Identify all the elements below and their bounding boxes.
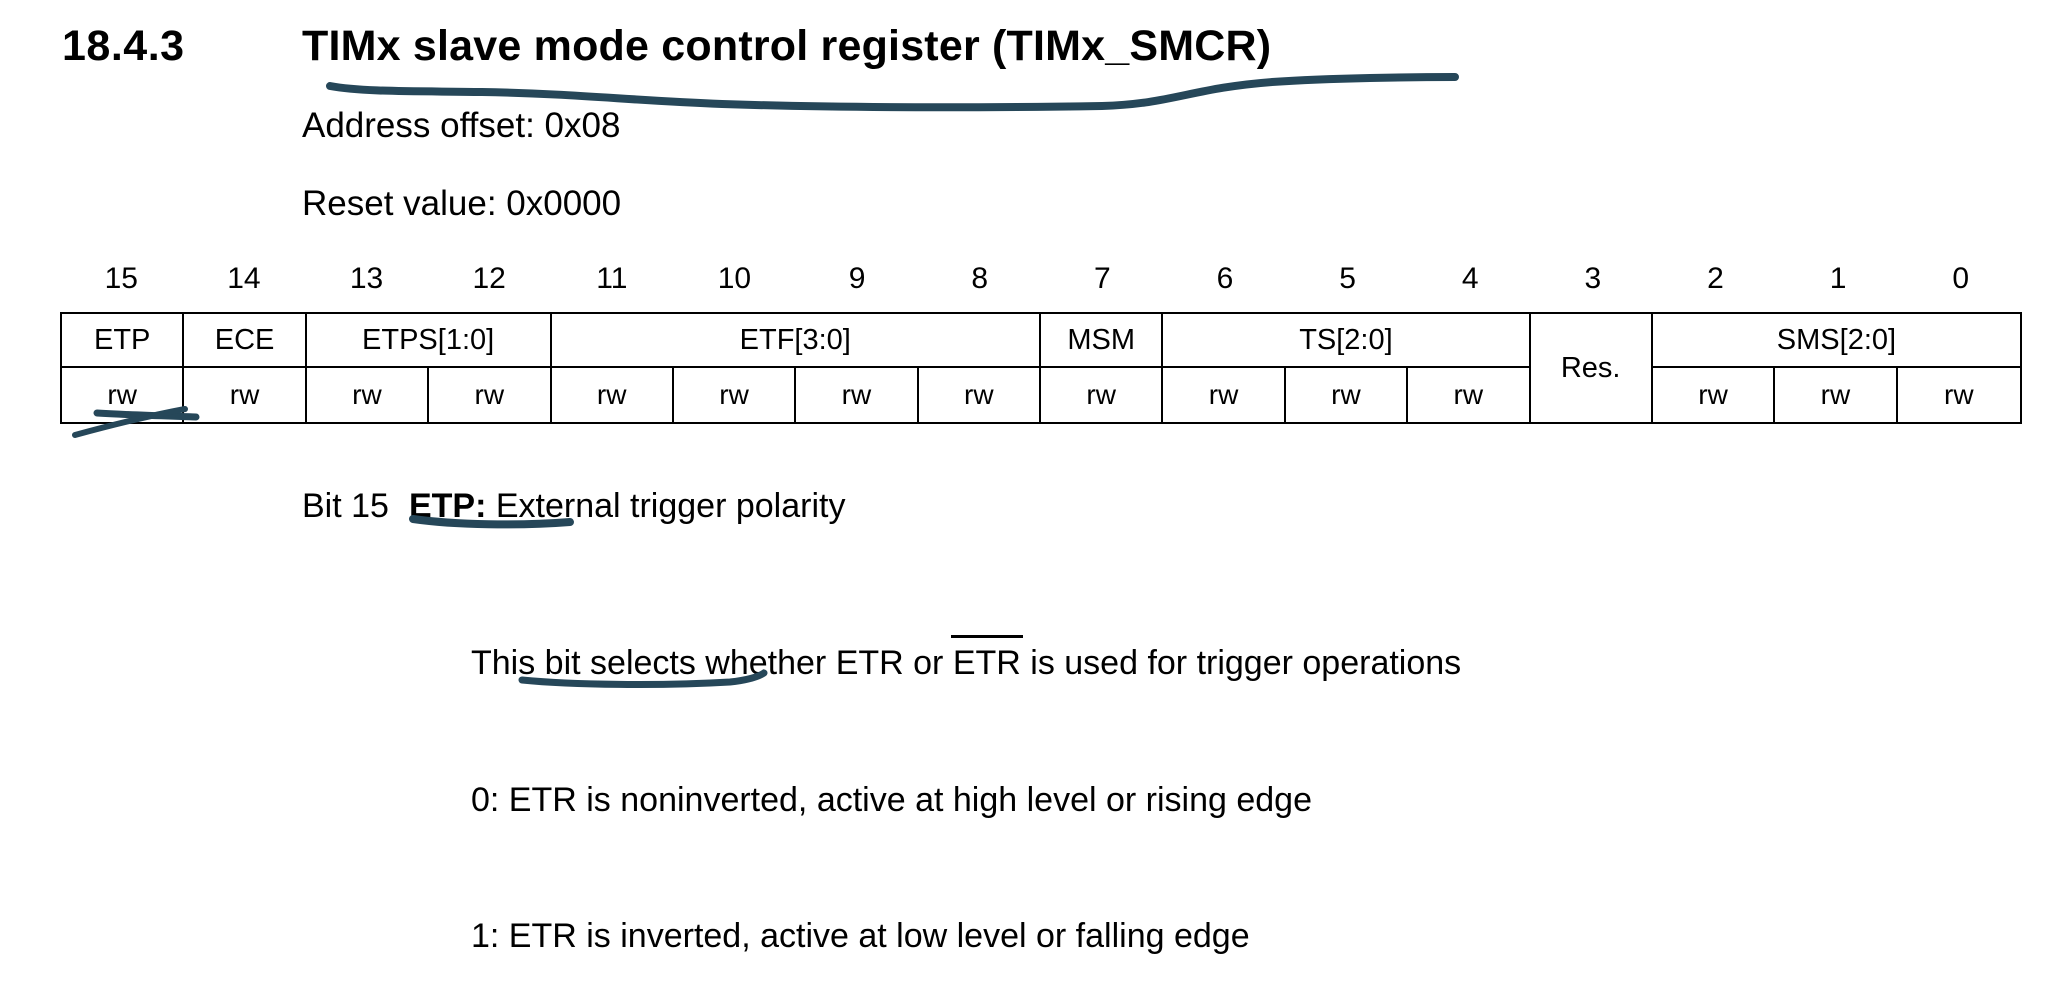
field-ts-2-0: TS[2:0]	[1163, 314, 1531, 368]
bit-label: Bit 15	[302, 487, 389, 525]
bit-number-10: 10	[717, 262, 752, 295]
access-cell-bit-13: rw	[307, 368, 430, 422]
access-cell-bit-15: rw	[62, 368, 185, 422]
page-title: TIMx slave mode control register (TIMx_S…	[302, 22, 1272, 70]
access-cell-bit-12: rw	[429, 368, 552, 422]
bit-number-8: 8	[971, 262, 989, 295]
bit-number-4: 4	[1461, 262, 1479, 295]
bit-field-title: External trigger polarity	[486, 487, 846, 525]
field-etps-1-0: ETPS[1:0]	[306, 314, 552, 368]
bit-number-3: 3	[1584, 262, 1602, 295]
access-cell-bit-8: rw	[919, 368, 1041, 422]
line1-post: is used for trigger operations	[1020, 644, 1462, 682]
bit-number-row: 15 14 13 12 11 10 9 8 7 6 5 4 3 2 1 0	[60, 262, 2022, 296]
field-etp: ETP	[62, 314, 185, 368]
access-cell-bit-10: rw	[674, 368, 797, 422]
bit-number-13: 13	[349, 262, 384, 295]
access-cell-bit-14: rw	[184, 368, 307, 422]
address-offset-line: Address offset: 0x08	[302, 106, 621, 145]
bit-number-5: 5	[1339, 262, 1356, 295]
line1-pre: This bit selects whether ETR or	[471, 644, 953, 682]
access-cell-bit-2: rw	[1653, 368, 1776, 422]
description-option-1: 1: ETR is inverted, active at low level …	[471, 917, 1250, 955]
etr-overlined: ETR	[950, 635, 1023, 687]
bit-field-name: ETP:	[408, 487, 487, 525]
field-msm: MSM	[1041, 314, 1164, 368]
section-number: 18.4.3	[62, 22, 185, 70]
access-cell-bit-11: rw	[552, 368, 674, 422]
access-cell-bit-6: rw	[1163, 368, 1286, 422]
access-cell-bit-9: rw	[796, 368, 919, 422]
bit-number-0: 0	[1952, 262, 1970, 295]
bit-number-7: 7	[1093, 262, 1111, 295]
field-etf-3-0: ETF[3:0]	[551, 314, 1041, 368]
bit15-description-body: This bit selects whether ETR or ETR is u…	[471, 550, 1461, 1005]
register-table: ETP rw ECE rw ETPS[1:0] rw rw ETF[3:0] rw rw rw rw M…	[60, 312, 2022, 424]
bit-number-14: 14	[227, 262, 261, 295]
bit-number-2: 2	[1707, 262, 1724, 295]
bit-number-15: 15	[104, 262, 138, 295]
bit15-description-heading: Bit 15 ETP: External trigger polarity	[302, 487, 845, 526]
bit-number-1: 1	[1829, 262, 1847, 295]
access-cell-bit-0: rw	[1944, 379, 1974, 410]
access-cell-bit-7: rw	[1041, 368, 1164, 422]
bit-number-9: 9	[848, 262, 866, 295]
description-line: This bit selects whether ETR or ETR is u…	[471, 635, 1462, 687]
description-option-0: 0: ETR is noninverted, active at high le…	[471, 780, 1313, 819]
field-res: Res.	[1531, 314, 1653, 422]
bit-number-11: 11	[596, 262, 628, 295]
access-cell-bit-1: rw	[1775, 368, 1898, 422]
field-ece: ECE	[184, 314, 307, 368]
field-sms-2-0: SMS[2:0]	[1652, 314, 2020, 368]
access-cell-bit-4: rw	[1408, 368, 1531, 422]
bit-number-12: 12	[472, 262, 506, 295]
reset-value-line: Reset value: 0x0000	[302, 184, 622, 223]
bit-number-6: 6	[1216, 262, 1234, 295]
access-cell-bit-5: rw	[1286, 368, 1409, 422]
